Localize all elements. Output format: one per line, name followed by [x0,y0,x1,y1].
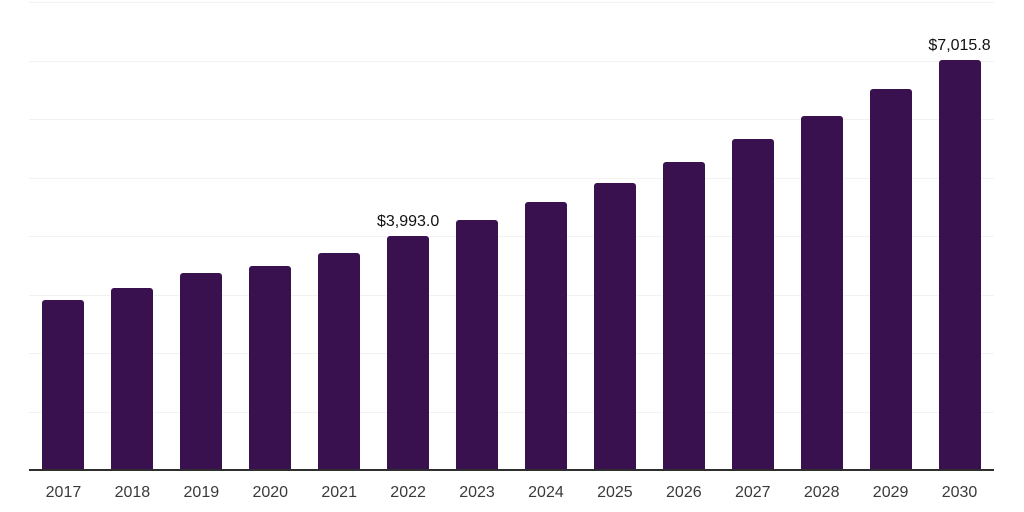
gridline-7000 [29,60,994,62]
x-axis-line [29,469,994,471]
bar-2020 [249,266,292,470]
x-tick-label-2020: 2020 [252,484,289,501]
data-label-2022: $3,993.0 [376,213,440,231]
bar-2017 [42,299,85,470]
bar-2026 [662,162,705,470]
gridline-1000 [29,411,994,413]
x-tick-label-2018: 2018 [114,484,151,501]
x-tick-label-2024: 2024 [528,484,564,501]
x-tick-label-2021: 2021 [321,484,357,501]
gridline-3000 [29,294,994,296]
x-tick-label-2025: 2025 [597,484,633,501]
gridline-6000 [29,119,994,120]
bar-2022 [387,236,430,470]
gridline-5000 [29,177,994,179]
bar-2025 [593,183,636,470]
x-tick-label-2017: 2017 [45,484,82,501]
bar-2018 [111,288,154,470]
bar-2029 [869,89,912,470]
bar-2021 [318,252,361,470]
bar-2028 [800,116,843,470]
x-tick-label-2028: 2028 [803,484,840,501]
x-tick-label-2027: 2027 [734,484,771,501]
x-tick-label-2023: 2023 [459,484,495,501]
bar-2024 [524,202,567,470]
data-label-2030: $7,015.8 [928,36,991,54]
x-tick-label-2029: 2029 [872,484,909,501]
x-tick-label-2030: 2030 [941,484,978,501]
bar-2023 [456,220,499,470]
bar-2019 [180,273,223,470]
x-tick-label-2026: 2026 [666,484,702,501]
bar-2030 [938,59,981,470]
gridline-4000 [29,236,994,237]
x-tick-label-2019: 2019 [183,484,220,501]
bar-2027 [731,139,774,470]
x-tick-label-2022: 2022 [390,484,426,501]
gridline-2000 [29,353,994,354]
gridline-8000 [29,2,994,3]
